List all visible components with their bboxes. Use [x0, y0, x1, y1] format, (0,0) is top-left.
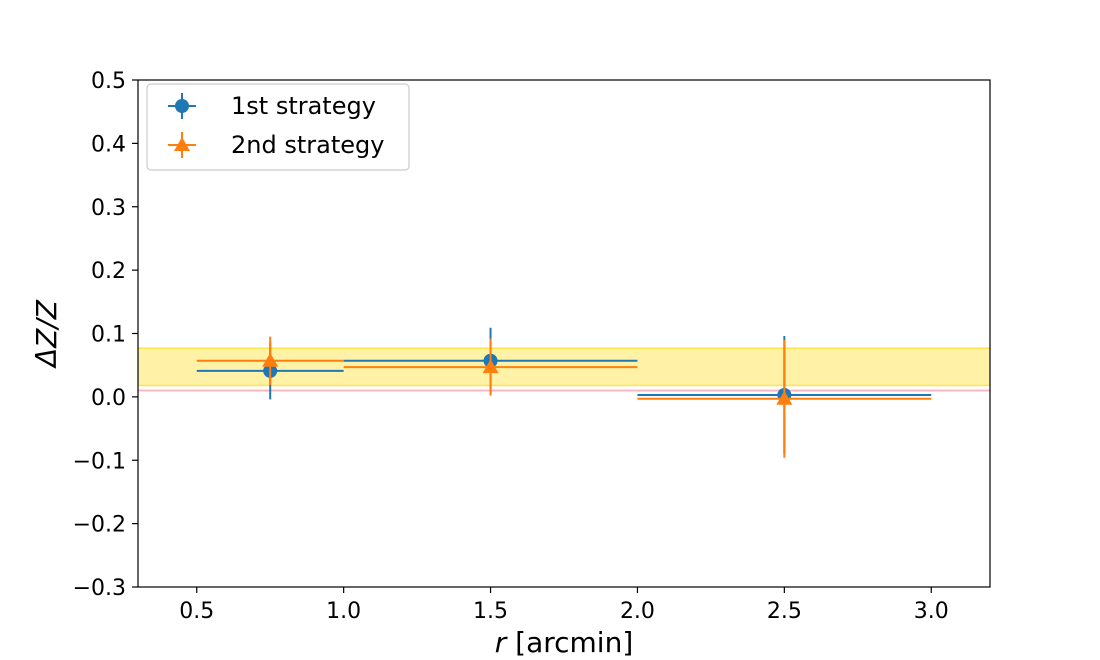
y-tick-label: −0.2: [73, 513, 126, 538]
x-tick-label: 2.0: [620, 599, 655, 624]
y-tick-label: −0.3: [73, 576, 126, 601]
axes-ticks: 0.5 1.0 1.5 2.0 2.5 3.0 −0.3 −0.2 −0.1 0.0 0.1 0.2 0…: [73, 69, 949, 624]
y-tick-label: −0.1: [73, 449, 126, 474]
y-tick-label: 0.0: [91, 386, 126, 411]
legend: 1st strategy 2nd strategy: [146, 83, 410, 171]
x-tick-label: 1.5: [473, 599, 508, 624]
data-point: [262, 352, 279, 367]
data-point: [776, 390, 793, 405]
legend-item-2: 2nd strategy: [168, 131, 384, 159]
legend-label: 1st strategy: [231, 92, 376, 120]
legend-box: [146, 83, 410, 171]
x-axis-label-var: r: [495, 626, 508, 659]
data-point: [482, 359, 499, 374]
x-tick-label: 0.5: [179, 599, 214, 624]
legend-item-1: 1st strategy: [168, 92, 376, 120]
plot-area: [138, 327, 990, 458]
x-tick-label: 2.5: [767, 599, 802, 624]
y-tick-label: 0.2: [91, 259, 126, 284]
legend-marker: [174, 137, 190, 151]
series-2: [196, 336, 932, 458]
y-tick-label: 0.5: [91, 69, 126, 94]
y-tick-label: 0.3: [91, 196, 126, 221]
y-tick-label: 0.1: [91, 323, 126, 348]
legend-label: 2nd strategy: [231, 131, 384, 159]
x-axis-label-unit: [arcmin]: [506, 626, 633, 659]
x-tick-label: 3.0: [914, 599, 949, 624]
y-axis-label: ΔZ/Z: [30, 299, 63, 369]
y-tick-label: 0.4: [91, 132, 126, 157]
legend-marker: [175, 99, 189, 113]
x-axis-label: r [arcmin]: [495, 626, 634, 659]
x-tick-label: 1.0: [326, 599, 361, 624]
